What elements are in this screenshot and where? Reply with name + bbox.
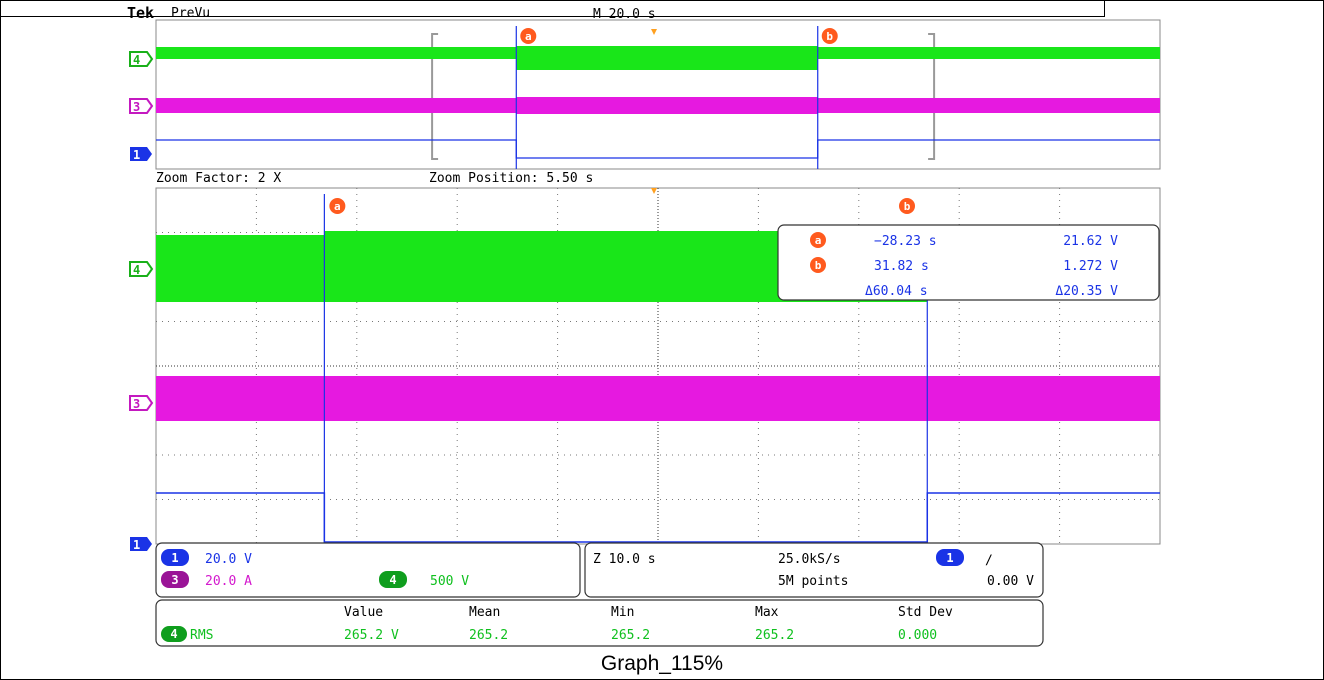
frame-top-tick — [1104, 0, 1105, 17]
meas-label: RMS — [190, 628, 213, 643]
cursor-a-time: −28.23 s — [874, 234, 937, 249]
svg-text:1: 1 — [133, 148, 140, 162]
overview-ch4-trace — [156, 46, 1160, 70]
ov-cursor-a-badge — [520, 28, 537, 44]
measurements-box: Value Mean Min Max Std Dev 4 RMS 265.2 V… — [155, 599, 1044, 647]
meas-max: 265.2 — [755, 628, 794, 643]
ch4-scale: 500 V — [430, 574, 469, 589]
zoom-graticule-grid — [156, 188, 1160, 544]
cursor-b-value: 1.272 V — [1063, 259, 1118, 274]
channel-settings-box: 1 20.0 V 3 20.0 A 4 500 V — [155, 542, 581, 598]
readout-cursor-a-badge: a — [810, 232, 826, 248]
meas-header-value: Value — [344, 605, 383, 620]
ch3-badge: 3 — [161, 571, 189, 588]
oscilloscope-screen: Tek PreVu M 20.0 s a b 4 3 1 Zoom Factor… — [127, 4, 1161, 647]
overview-graticule — [155, 19, 1161, 170]
meas-stddev: 0.000 — [898, 628, 937, 643]
overview-ch4-marker: 4 — [129, 51, 154, 67]
meas-header-min: Min — [611, 605, 634, 620]
zoom-trigger-marker — [651, 188, 657, 194]
zm-ch3-band — [156, 376, 1160, 421]
svg-text:3: 3 — [171, 573, 178, 587]
zoom-bracket-left-path — [431, 33, 439, 160]
figure-caption: Graph_115% — [600, 652, 724, 675]
overview-ch3-marker: 3 — [129, 98, 154, 114]
ch1-badge: 1 — [161, 549, 189, 566]
delta-value: Δ20.35 V — [1055, 284, 1118, 299]
frame-top-rule — [0, 16, 1104, 17]
svg-text:a: a — [815, 234, 822, 247]
trigger-source-badge: 1 — [936, 549, 964, 566]
ch3-scale: 20.0 A — [205, 574, 252, 589]
overview-trigger-marker — [651, 29, 657, 35]
ov-ch3-window — [516, 97, 818, 114]
zoom-ch3-marker: 3 — [129, 395, 154, 411]
zm-cursor-b-label: b — [904, 200, 911, 213]
svg-text:3: 3 — [133, 100, 140, 114]
trigger-level: 0.00 V — [987, 574, 1034, 589]
overview-ch3-trace — [156, 97, 1160, 114]
tek-logo: Tek — [127, 4, 154, 22]
meas-header-mean: Mean — [469, 605, 500, 620]
svg-text:4: 4 — [170, 627, 177, 641]
zoom-ch3-trace — [156, 376, 1160, 421]
zoom-position-label: Zoom Position: 5.50 s — [429, 171, 593, 186]
zm-ch4-seg-pre — [156, 235, 325, 302]
meas-ch4-badge: 4 — [161, 626, 187, 642]
sample-rate: 25.0kS/s — [778, 552, 841, 567]
zm-ch1-line — [156, 492, 1160, 543]
zoom-window-left-bracket — [431, 33, 439, 160]
meas-header-max: Max — [755, 605, 779, 620]
zoom-window-right-bracket — [928, 33, 936, 160]
trigger-slope-icon: ∕ — [985, 553, 993, 568]
ov-ch4-seg-window — [516, 46, 818, 70]
zoom-ch1-marker: 1 — [130, 537, 152, 552]
ov-cursor-b-label: b — [826, 30, 833, 43]
svg-text:1: 1 — [171, 551, 178, 565]
zoom-cursor-a: a — [323, 194, 346, 544]
zm-cursor-a-label: a — [334, 200, 341, 213]
zoom-cursor-b: b — [899, 198, 928, 544]
zoom-factor-label: Zoom Factor: 2 X — [156, 171, 281, 186]
svg-text:1: 1 — [946, 551, 953, 565]
svg-text:3: 3 — [133, 397, 140, 411]
zoom-bracket-right-path — [928, 33, 936, 160]
ch1-scale: 20.0 V — [205, 552, 252, 567]
ov-cursor-b-badge — [821, 28, 838, 44]
svg-text:4: 4 — [133, 53, 140, 67]
record-length: 5M points — [778, 574, 848, 589]
ch4-badge: 4 — [379, 571, 407, 588]
overview-ch1-trace — [156, 139, 1160, 159]
overview-ch1-marker: 1 — [130, 147, 152, 162]
meas-mean: 265.2 — [469, 628, 508, 643]
ov-cursor-a-label: a — [525, 30, 532, 43]
horizontal-trigger-box: Z 10.0 s 25.0kS/s 5M points 1 ∕ 0.00 V — [584, 542, 1044, 598]
svg-text:4: 4 — [133, 263, 140, 277]
meas-header-stddev: Std Dev — [898, 605, 953, 620]
svg-text:1: 1 — [133, 538, 140, 552]
ov-ch4-seg-pre — [156, 47, 517, 59]
overview-cursor-a: a — [515, 26, 537, 169]
delta-time: Δ60.04 s — [865, 284, 928, 299]
cursor-a-value: 21.62 V — [1063, 234, 1118, 249]
zoom-ch4-marker: 4 — [129, 261, 154, 277]
readout-cursor-b-badge: b — [810, 257, 826, 273]
zm-cursor-b-badge — [899, 198, 915, 214]
meas-min: 265.2 — [611, 628, 650, 643]
cursor-b-time: 31.82 s — [874, 259, 929, 274]
svg-text:4: 4 — [389, 573, 396, 587]
timebase-label: M 20.0 s — [593, 7, 656, 22]
zoom-ch1-trace — [156, 492, 1160, 543]
ov-ch1-line — [156, 139, 1160, 159]
svg-text:b: b — [815, 259, 822, 272]
zm-cursor-a-badge — [329, 198, 346, 214]
overview-cursor-b: b — [817, 26, 838, 169]
ov-ch4-seg-post — [817, 47, 1160, 59]
zoom-horizontal-scale: Z 10.0 s — [593, 552, 656, 567]
cursor-readout-box: a b −28.23 s 21.62 V 31.82 s 1.272 V Δ60… — [777, 224, 1160, 301]
prevu-label: PreVu — [171, 6, 210, 21]
meas-value: 265.2 V — [344, 628, 399, 643]
